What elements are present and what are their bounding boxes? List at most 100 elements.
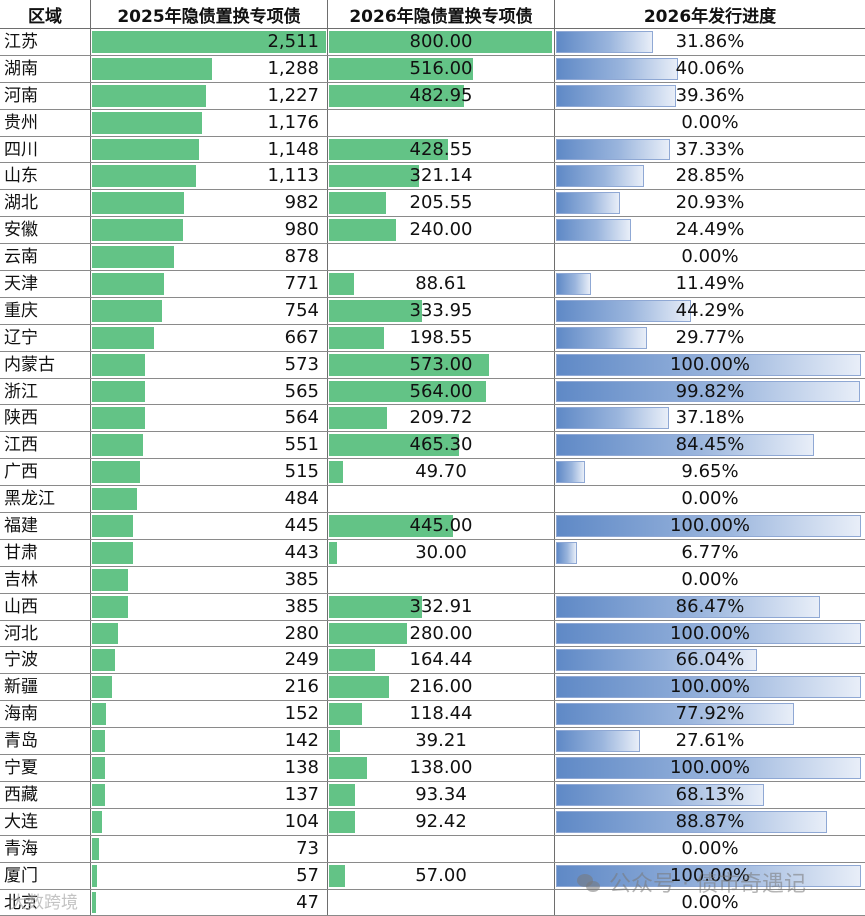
value-2025-text: 1,227 <box>267 84 319 106</box>
value-2025-text: 1,113 <box>267 165 319 187</box>
green-data-bar <box>329 676 390 699</box>
table-row: 青岛 142 39.21 27.61% <box>0 728 865 756</box>
value-2025-text: 104 <box>284 810 319 832</box>
value-2025-cell: 47 <box>91 889 328 916</box>
value-2025-cell: 878 <box>91 244 328 271</box>
value-2025-text: 667 <box>284 326 319 348</box>
value-2026-text: 30.00 <box>415 541 467 563</box>
value-2026-cell: 482.95 <box>328 82 555 109</box>
value-2025-cell: 138 <box>91 755 328 781</box>
value-2026-text: 209.72 <box>409 407 473 429</box>
region-cell: 吉林 <box>0 566 91 593</box>
value-2025-text: 1,148 <box>267 138 319 160</box>
region-cell: 天津 <box>0 271 91 297</box>
value-2026-cell <box>328 835 555 862</box>
value-2026-cell <box>328 244 555 271</box>
green-data-bar <box>329 326 385 349</box>
green-data-bar <box>329 622 408 645</box>
progress-cell: 39.36% <box>555 83 865 109</box>
region-cell: 北京 <box>0 889 91 916</box>
progress-text: 100.00% <box>669 757 751 779</box>
blue-gradient-bar <box>556 541 577 564</box>
value-2025-cell: 1,288 <box>91 55 328 82</box>
value-2026-text: 138.00 <box>409 757 473 779</box>
region-cell: 黑龙江 <box>0 486 91 513</box>
value-2025-text: 982 <box>284 192 319 214</box>
green-data-bar <box>92 299 163 322</box>
progress-text: 84.45% <box>675 434 745 456</box>
green-data-bar <box>329 273 354 295</box>
table-row: 海南 152 118.44 77.92% <box>0 701 865 729</box>
table-row: 宁夏 138 138.00 100.00% <box>0 755 865 782</box>
value-2026-text: 564.00 <box>409 380 473 402</box>
value-2025-cell: 771 <box>91 271 328 297</box>
green-data-bar <box>329 407 388 430</box>
green-data-bar <box>92 84 207 107</box>
green-data-bar <box>92 326 155 349</box>
value-2026-text: 49.70 <box>415 461 467 483</box>
green-data-bar <box>329 649 375 672</box>
region-cell: 海南 <box>0 701 91 728</box>
value-2026-cell <box>328 486 555 513</box>
progress-text: 27.61% <box>675 730 745 752</box>
value-2026-text: 240.00 <box>409 219 473 241</box>
value-2026-cell: 92.42 <box>328 808 555 835</box>
progress-cell: 66.04% <box>555 647 865 673</box>
region-cell: 辽宁 <box>0 324 91 351</box>
region-cell: 西藏 <box>0 781 91 808</box>
green-data-bar <box>92 461 140 484</box>
value-2025-cell: 73 <box>91 835 328 862</box>
blue-gradient-bar <box>556 864 861 887</box>
value-2025-text: 137 <box>284 783 319 805</box>
value-2025-cell: 443 <box>91 539 328 566</box>
value-2025-cell: 982 <box>91 190 328 217</box>
value-2025-cell: 515 <box>91 459 328 486</box>
green-data-bar <box>92 515 134 537</box>
value-2026-cell: 573.00 <box>328 351 555 378</box>
green-data-bar <box>329 84 464 107</box>
value-2026-cell: 428.55 <box>328 136 555 163</box>
progress-cell: 44.29% <box>555 298 865 324</box>
value-2026-text: 205.55 <box>409 192 473 214</box>
progress-text: 100.00% <box>669 622 751 644</box>
header-region: 区域 <box>0 0 91 28</box>
green-data-bar <box>329 219 396 242</box>
region-cell: 江西 <box>0 432 91 459</box>
value-2025-cell: 754 <box>91 297 328 324</box>
green-data-bar <box>329 810 355 833</box>
progress-text: 9.65% <box>681 461 739 483</box>
value-2026-text: 482.95 <box>409 84 473 106</box>
progress-cell: 0.00% <box>555 890 865 916</box>
blue-gradient-bar <box>556 649 758 672</box>
progress-cell: 88.87% <box>555 809 865 835</box>
green-data-bar <box>92 541 134 564</box>
value-2025-text: 754 <box>284 299 319 321</box>
region-cell: 新疆 <box>0 674 91 701</box>
progress-text: 0.00% <box>681 568 739 590</box>
value-2025-text: 1,288 <box>267 57 319 79</box>
green-data-bar <box>92 595 128 618</box>
blue-gradient-bar <box>556 57 679 80</box>
progress-text: 37.33% <box>675 138 745 160</box>
value-2026-text: 800.00 <box>409 31 473 52</box>
green-data-bar <box>329 783 356 806</box>
value-2025-text: 2,511 <box>267 31 319 52</box>
table-row: 黑龙江 484 0.00% <box>0 486 865 514</box>
progress-cell: 84.45% <box>555 432 865 458</box>
green-data-bar <box>92 783 105 806</box>
value-2026-text: 93.34 <box>415 783 467 805</box>
table-row: 广西 515 49.70 9.65% <box>0 459 865 487</box>
value-2026-cell: 332.91 <box>328 593 555 620</box>
green-data-bar <box>329 730 340 753</box>
green-data-bar <box>329 165 419 188</box>
value-2026-text: 516.00 <box>409 57 473 79</box>
green-data-bar <box>92 407 145 430</box>
value-2026-text: 465.30 <box>409 434 473 456</box>
green-data-bar <box>92 810 102 833</box>
blue-gradient-bar <box>556 461 586 484</box>
value-2025-text: 1,176 <box>267 111 319 133</box>
value-2026-cell: 49.70 <box>328 459 555 486</box>
value-2026-cell: 209.72 <box>328 405 555 432</box>
progress-cell: 86.47% <box>555 594 865 620</box>
